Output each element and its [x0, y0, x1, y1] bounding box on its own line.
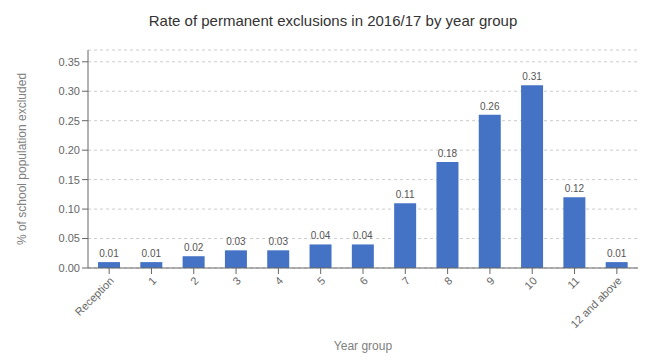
svg-text:0.35: 0.35 [59, 56, 80, 68]
svg-text:2: 2 [188, 274, 201, 287]
svg-text:0.31: 0.31 [522, 71, 542, 82]
svg-text:0.01: 0.01 [607, 248, 627, 259]
svg-text:10: 10 [522, 274, 539, 291]
svg-text:0.30: 0.30 [59, 85, 80, 97]
svg-text:8: 8 [442, 274, 455, 287]
svg-text:0.25: 0.25 [59, 115, 80, 127]
svg-text:0.01: 0.01 [142, 248, 162, 259]
svg-text:3: 3 [230, 274, 243, 287]
svg-text:0.02: 0.02 [184, 242, 204, 253]
svg-text:0.12: 0.12 [565, 183, 585, 194]
svg-text:Year group: Year group [334, 339, 393, 353]
svg-text:0.15: 0.15 [59, 174, 80, 186]
svg-text:0.00: 0.00 [59, 262, 80, 274]
svg-text:6: 6 [357, 274, 370, 287]
svg-text:0.11: 0.11 [396, 189, 415, 200]
svg-text:0.10: 0.10 [59, 203, 80, 215]
svg-text:5: 5 [315, 274, 328, 287]
svg-text:1: 1 [146, 274, 159, 287]
svg-text:11: 11 [565, 274, 582, 291]
svg-text:0.05: 0.05 [59, 232, 80, 244]
svg-text:0.03: 0.03 [268, 236, 288, 247]
svg-text:7: 7 [399, 274, 412, 287]
svg-text:0.04: 0.04 [311, 230, 331, 241]
svg-text:0.04: 0.04 [353, 230, 373, 241]
svg-text:0.01: 0.01 [99, 248, 119, 259]
svg-text:0.20: 0.20 [59, 144, 80, 156]
svg-text:0.03: 0.03 [226, 236, 246, 247]
svg-text:4: 4 [273, 274, 286, 287]
svg-text:9: 9 [484, 274, 497, 287]
svg-text:0.26: 0.26 [480, 101, 500, 112]
svg-text:Reception: Reception [73, 274, 117, 318]
svg-text:% of school population exclude: % of school population excluded [15, 73, 29, 245]
svg-text:0.18: 0.18 [438, 148, 458, 159]
svg-text:12 and above: 12 and above [568, 274, 624, 330]
html-text:Rate of permanent exclusions i: Rate of permanent exclusions in 2016/17 … [148, 12, 518, 29]
